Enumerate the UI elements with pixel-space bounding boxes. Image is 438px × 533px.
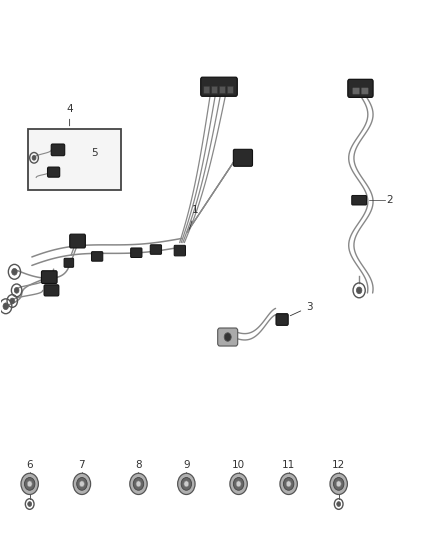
Circle shape [10,298,14,304]
FancyBboxPatch shape [353,88,360,94]
FancyBboxPatch shape [150,245,162,254]
Circle shape [283,478,294,490]
FancyBboxPatch shape [218,328,238,346]
Text: 3: 3 [290,302,313,316]
FancyBboxPatch shape [131,248,142,257]
FancyBboxPatch shape [51,144,65,156]
FancyBboxPatch shape [212,86,218,94]
Circle shape [14,287,19,293]
FancyBboxPatch shape [352,196,367,205]
Circle shape [133,478,144,490]
Text: 11: 11 [282,461,295,470]
Circle shape [77,478,87,490]
Circle shape [27,481,32,487]
Circle shape [3,303,8,310]
Circle shape [357,287,362,294]
FancyBboxPatch shape [233,149,253,166]
Circle shape [181,478,191,490]
FancyBboxPatch shape [70,234,85,248]
FancyBboxPatch shape [92,252,103,261]
Circle shape [337,502,341,506]
FancyBboxPatch shape [361,88,368,94]
FancyBboxPatch shape [204,86,210,94]
Circle shape [25,478,35,490]
Circle shape [136,481,141,487]
FancyBboxPatch shape [64,259,74,267]
FancyBboxPatch shape [42,271,57,284]
Circle shape [336,481,341,487]
Text: 1: 1 [189,206,198,229]
FancyBboxPatch shape [47,167,60,177]
FancyBboxPatch shape [276,314,288,325]
Bar [28,128,121,190]
Text: 7: 7 [78,461,85,470]
Circle shape [233,478,244,490]
FancyBboxPatch shape [201,77,237,96]
Circle shape [21,473,39,495]
Text: 5: 5 [92,148,98,158]
FancyBboxPatch shape [348,79,373,98]
Circle shape [236,481,241,487]
FancyBboxPatch shape [174,245,185,256]
Circle shape [79,481,85,487]
Text: 6: 6 [26,461,33,470]
Text: 10: 10 [232,461,245,470]
Circle shape [280,473,297,495]
Circle shape [28,502,32,506]
Circle shape [224,333,231,341]
FancyBboxPatch shape [219,86,226,94]
Circle shape [178,473,195,495]
Circle shape [12,269,17,275]
Text: 2: 2 [387,195,393,205]
Text: 12: 12 [332,461,345,470]
Text: 4: 4 [66,104,73,126]
Circle shape [32,156,36,160]
FancyBboxPatch shape [227,86,233,94]
Circle shape [286,481,291,487]
Text: 8: 8 [135,461,142,470]
Text: 9: 9 [183,461,190,470]
FancyBboxPatch shape [44,285,59,296]
Circle shape [130,473,147,495]
Circle shape [333,478,344,490]
Circle shape [330,473,347,495]
Circle shape [184,481,189,487]
Circle shape [73,473,91,495]
Circle shape [230,473,247,495]
